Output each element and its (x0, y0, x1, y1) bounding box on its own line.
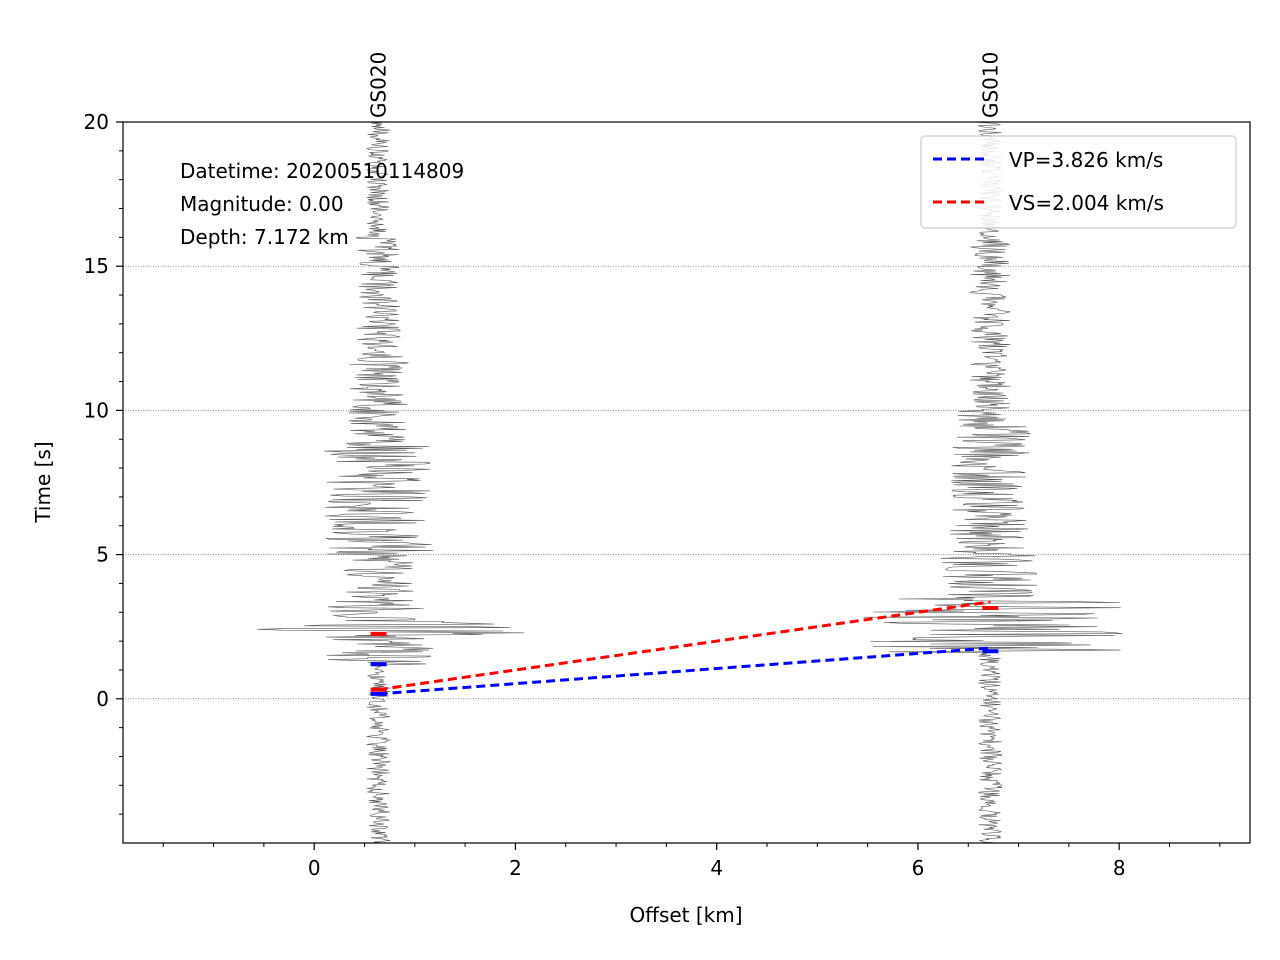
event-magnitude: Magnitude: 0.00 (180, 192, 344, 216)
x-axis-label: Offset [km] (629, 903, 742, 927)
vp-moveout-line (378, 646, 991, 696)
vs-moveout-line (378, 600, 991, 692)
phase-picks (370, 605, 999, 667)
x-tick-label: 0 (308, 856, 321, 880)
legend-vs-label: VS=2.004 km/s (1009, 191, 1164, 215)
y-tick-label: 5 (96, 543, 109, 567)
waveform-trace (257, 122, 524, 844)
event-datetime: Datetime: 20200510114809 (180, 159, 464, 183)
station-labels: GS020 GS010 (367, 52, 1003, 118)
event-depth: Depth: 7.172 km (180, 225, 349, 249)
legend-box (920, 135, 1237, 229)
x-tick-label: 4 (710, 856, 723, 880)
y-tick-label: 15 (84, 254, 109, 278)
y-axis-ticks: 0 5 10 15 20 (84, 110, 123, 815)
y-axis-label: Time [s] (31, 441, 55, 523)
x-tick-label: 2 (509, 856, 522, 880)
waveform-trace (863, 122, 1123, 844)
waveform-traces (257, 122, 1123, 844)
event-info: Datetime: 20200510114809 Magnitude: 0.00… (180, 159, 464, 249)
station-label: GS010 (978, 52, 1002, 118)
legend-vp-label: VP=3.826 km/s (1009, 148, 1163, 172)
x-tick-label: 6 (912, 856, 925, 880)
station-label: GS020 (367, 52, 391, 118)
velocity-moveout-lines (370, 600, 991, 696)
x-axis-ticks: 0 2 4 6 8 (162, 843, 1221, 880)
x-tick-label: 8 (1113, 856, 1126, 880)
plot-frame (122, 121, 1251, 844)
y-tick-label: 0 (96, 687, 109, 711)
y-tick-label: 20 (84, 110, 109, 134)
y-tick-label: 10 (84, 398, 109, 422)
grid-lines (123, 265, 1250, 700)
legend: VP=3.826 km/s VS=2.004 km/s (920, 135, 1237, 229)
